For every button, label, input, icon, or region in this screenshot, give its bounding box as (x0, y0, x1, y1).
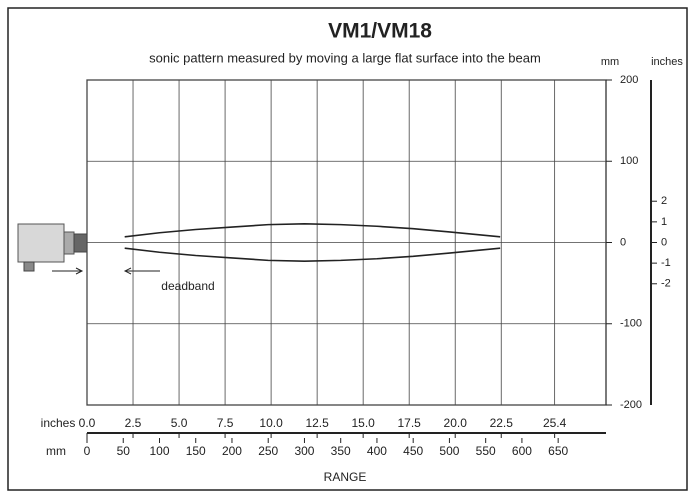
y2-tick-label: -1 (661, 257, 671, 269)
x-tick-label: 400 (367, 444, 387, 458)
x-tick-label: 150 (186, 444, 206, 458)
x-tick-label: 50 (117, 444, 131, 458)
sensor-icon (17, 223, 88, 272)
beam-curve (124, 223, 501, 238)
x2-tick-label: 10.0 (259, 416, 283, 430)
x-tick-label: 450 (403, 444, 423, 458)
x2-tick-label: 17.5 (398, 416, 422, 430)
beam-curve (124, 247, 501, 262)
x2-unit: inches (41, 416, 76, 430)
x2-tick-label: 15.0 (351, 416, 375, 430)
chart-title: VM1/VM18 (328, 20, 432, 43)
x-unit: mm (46, 444, 66, 458)
x-axis-title: RANGE (324, 470, 367, 484)
x2-tick-label: 5.0 (171, 416, 188, 430)
y2-tick-label: 1 (661, 216, 667, 228)
x-tick-label: 250 (258, 444, 278, 458)
y-tick-label: -200 (620, 399, 642, 411)
x2-tick-label: 7.5 (217, 416, 234, 430)
x-tick-label: 100 (149, 444, 169, 458)
x-tick-label: 650 (548, 444, 568, 458)
x2-tick-label: 2.5 (125, 416, 142, 430)
annotation-bg (150, 278, 220, 296)
frame (7, 7, 688, 491)
y2-tick-label: 0 (661, 236, 667, 248)
y-tick-label: -100 (620, 318, 642, 330)
x-tick-label: 600 (512, 444, 532, 458)
y2-tick-label: 2 (661, 195, 667, 207)
x-tick-label: 200 (222, 444, 242, 458)
x-tick-label: 0 (84, 444, 91, 458)
x2-tick-label: 22.5 (490, 416, 514, 430)
x2-tick-label: 20.0 (444, 416, 468, 430)
x-tick-label: 300 (294, 444, 314, 458)
y-tick-label: 0 (620, 236, 626, 248)
y2-unit: inches (651, 56, 683, 68)
x2-tick-label: 25.4 (543, 416, 567, 430)
x-tick-label: 500 (439, 444, 459, 458)
y-tick-label: 200 (620, 74, 638, 86)
x-tick-label: 550 (476, 444, 496, 458)
x2-tick-label: 12.5 (305, 416, 329, 430)
y-tick-label: 100 (620, 155, 638, 167)
annotation: deadband (161, 279, 214, 293)
deadband-markers (52, 267, 160, 275)
x-tick-label: 350 (331, 444, 351, 458)
y-unit: mm (601, 56, 619, 68)
chart-subtitle: sonic pattern measured by moving a large… (149, 50, 541, 65)
y2-tick-label: -2 (661, 278, 671, 290)
x2-tick-label: 0.0 (79, 416, 96, 430)
